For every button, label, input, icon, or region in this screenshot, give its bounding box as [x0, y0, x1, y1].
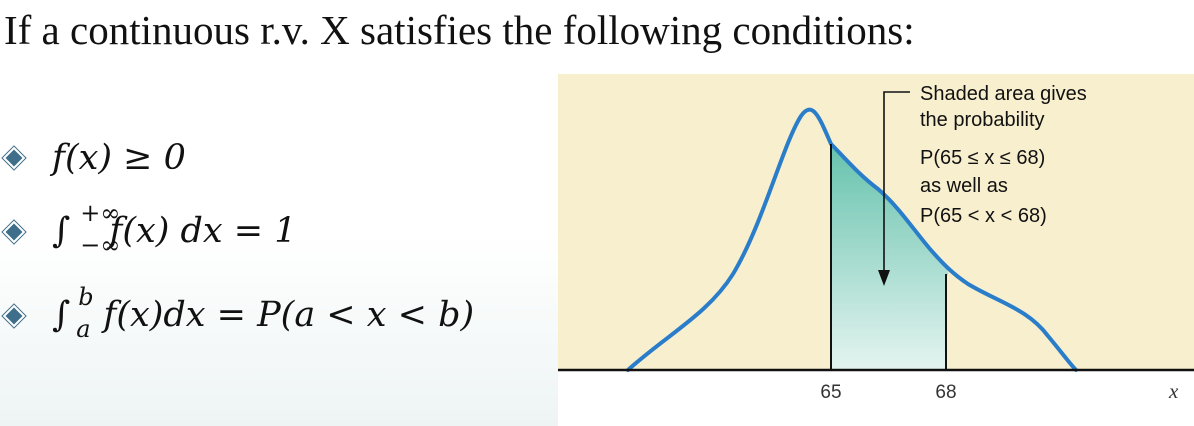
integral-upper-limit: +∞ — [80, 198, 121, 227]
annotation-leader — [883, 91, 910, 278]
annotation-line-2: the probability — [920, 109, 1045, 131]
condition-total-integral: ∫ +∞ −∞ f(x) dx = 1 — [2, 199, 297, 262]
annotation-line-3: P(65 ≤ x ≤ 68) — [920, 147, 1045, 169]
tick-label-68: 68 — [935, 382, 956, 403]
condition-interval-integral: ∫ b a f(x)dx = P(a < x < b) — [2, 283, 475, 346]
diamond-bullet-icon — [2, 304, 26, 328]
arrow-down-icon — [878, 270, 890, 286]
density-figure: Shaded area gives the probability P(65 ≤… — [558, 74, 1194, 426]
diamond-bullet-icon — [2, 220, 26, 244]
axis-strip — [558, 370, 1194, 426]
annotation-line-1: Shaded area gives — [920, 83, 1087, 105]
diamond-bullet-icon — [2, 146, 26, 170]
tick-label-65: 65 — [820, 382, 841, 403]
integrand: f(x) dx = 1 — [109, 211, 297, 252]
integral-lower-limit: −∞ — [80, 230, 121, 259]
intro-text: If a continuous r.v. X satisfies the fol… — [4, 7, 915, 53]
integral-sign: ∫ — [52, 295, 71, 336]
annotation-line-5: P(65 < x < 68) — [920, 205, 1047, 227]
integral-sign: ∫ — [52, 211, 71, 252]
condition-formula: f(x) ≥ 0 — [52, 138, 186, 178]
x-axis-label: x — [1168, 379, 1179, 403]
annotation-line-4: as well as — [920, 175, 1008, 197]
condition-nonnegative: f(x) ≥ 0 — [2, 128, 186, 188]
shaded-probability-area — [831, 144, 949, 370]
condition-formula: ∫ b a f(x)dx = P(a < x < b) — [52, 283, 475, 343]
integral-upper-limit: b — [78, 282, 94, 311]
integral-lower-limit: a — [76, 314, 91, 343]
density-curve — [626, 107, 1078, 372]
integral-limits: +∞ −∞ — [70, 199, 120, 259]
condition-formula: ∫ +∞ −∞ f(x) dx = 1 — [52, 199, 297, 259]
integrand: f(x)dx = P(a < x < b) — [103, 295, 475, 336]
